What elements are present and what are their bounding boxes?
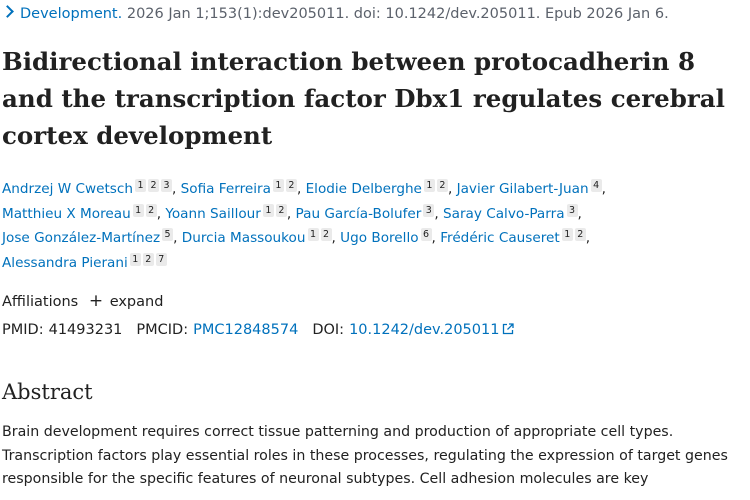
plus-icon: + — [88, 291, 104, 311]
pmid-value: 41493231 — [48, 322, 123, 338]
author-separator: , — [286, 205, 296, 222]
affiliation-number-badge[interactable]: 2 — [285, 179, 297, 192]
author-separator: , — [171, 181, 181, 197]
affiliation-number-badge[interactable]: 2 — [147, 179, 159, 192]
affiliation-number-badge[interactable]: 1 — [262, 203, 274, 217]
author-name-link[interactable]: Andrzej W Cwetsch — [2, 181, 133, 197]
affiliation-number-badge[interactable]: 1 — [132, 203, 144, 217]
affiliation-number-badge[interactable]: 7 — [155, 252, 167, 266]
author-name-link[interactable]: Ugo Borello — [340, 230, 419, 246]
affiliation-number-badge[interactable]: 5 — [162, 228, 174, 241]
author-entry: Pau García-Bolufer 3 — [295, 203, 435, 222]
author-entry: Jose González-Martínez 5 — [2, 228, 174, 246]
author-entry: Javier Gilabert-Juan 4 — [456, 179, 602, 197]
affiliation-number-badge[interactable]: 3 — [160, 179, 172, 192]
pmid-label: PMID: — [2, 322, 44, 338]
citation-line: Development. 2026 Jan 1;153(1):dev205011… — [1, 4, 669, 24]
author-name-link[interactable]: Jose González-Martínez — [2, 230, 161, 246]
doi-link[interactable]: 10.1242/dev.205011 — [349, 322, 500, 338]
author-entry: Matthieu X Moreau 1 2 — [2, 203, 157, 222]
title-line: and the transcription factor Dbx1 regula… — [2, 84, 725, 113]
affiliation-number-badge[interactable]: 2 — [320, 228, 332, 241]
author-entry: Frédéric Causeret 1 2 — [440, 228, 586, 246]
doi-label: DOI: — [312, 322, 345, 338]
author-separator: , — [577, 205, 582, 222]
author-name-link[interactable]: Durcia Massoukou — [181, 230, 306, 246]
external-link-icon[interactable] — [502, 321, 515, 341]
author-name-link[interactable]: Pau García-Bolufer — [295, 205, 422, 222]
author-name-link[interactable]: Sofia Ferreira — [180, 181, 271, 197]
author-entry: Sofia Ferreira 1 2 — [180, 179, 297, 197]
author-separator: , — [431, 230, 441, 246]
expand-affiliations-button[interactable]: + expand — [88, 291, 164, 311]
affiliation-number-badge[interactable]: 1 — [134, 179, 146, 192]
citation-details: 2026 Jan 1;153(1):dev205011. doi: 10.124… — [126, 6, 669, 22]
author-list: Andrzej W Cwetsch 1 2 3, Sofia Ferreira 1 2, … — [2, 177, 746, 275]
affiliation-number-badge[interactable]: 6 — [420, 228, 432, 241]
affiliation-number-badge[interactable]: 2 — [145, 203, 157, 217]
author-separator: , — [331, 230, 341, 246]
identifiers-row: PMID: 41493231 PMCID: PMC12848574 DOI: 10.124… — [2, 320, 515, 341]
abstract-line: Transcription factors play essential rol… — [2, 447, 728, 464]
author-separator: , — [296, 181, 306, 197]
chevron-right-icon[interactable] — [1, 5, 14, 18]
affiliation-number-badge[interactable]: 3 — [423, 203, 435, 217]
abstract-text: Brain development requires correct tissu… — [2, 421, 750, 492]
author-name-link[interactable]: Elodie Delberghe — [305, 181, 422, 197]
journal-link[interactable]: Development. — [20, 6, 123, 22]
author-name-link[interactable]: Javier Gilabert-Juan — [456, 181, 589, 197]
author-name-link[interactable]: Saray Calvo-Parra — [442, 205, 565, 222]
author-separator: , — [156, 205, 166, 222]
author-entry: Durcia Massoukou 1 2 — [181, 228, 332, 246]
author-separator: , — [434, 205, 443, 222]
article-title: Bidirectional interaction between protoc… — [2, 43, 742, 154]
abstract-heading: Abstract — [2, 380, 93, 404]
expand-label: expand — [109, 294, 164, 310]
title-line: cortex development — [2, 121, 273, 150]
author-entry: Yoann Saillour 1 2 — [165, 203, 287, 222]
pmcid-link[interactable]: PMC12848574 — [193, 322, 299, 338]
author-entry: Elodie Delberghe 1 2 — [305, 179, 448, 197]
author-name-link[interactable]: Alessandra Pierani — [2, 254, 128, 271]
affiliations-label: Affiliations — [2, 294, 79, 310]
abstract-line: responsible for the specific features of… — [2, 471, 649, 487]
affiliation-number-badge[interactable]: 1 — [423, 179, 435, 192]
author-separator: , — [447, 181, 457, 197]
author-entry: Saray Calvo-Parra 3 — [442, 203, 578, 222]
affiliation-number-badge[interactable]: 2 — [574, 228, 586, 241]
affiliations-row: Affiliations + expand — [2, 291, 163, 312]
author-entry: Alessandra Pierani 1 2 7 — [2, 252, 167, 271]
author-separator: , — [601, 181, 606, 197]
pmcid-label: PMCID: — [136, 322, 189, 338]
title-line: Bidirectional interaction between protoc… — [2, 47, 695, 76]
affiliation-number-badge[interactable]: 3 — [566, 203, 578, 217]
abstract-line: Brain development requires correct tissu… — [2, 424, 674, 440]
author-separator: , — [585, 230, 591, 246]
affiliation-number-badge[interactable]: 1 — [561, 228, 573, 241]
affiliation-number-badge[interactable]: 4 — [590, 179, 602, 192]
affiliation-number-badge[interactable]: 2 — [275, 203, 287, 217]
author-entry: Andrzej W Cwetsch 1 2 3 — [2, 179, 172, 197]
author-name-link[interactable]: Matthieu X Moreau — [2, 205, 131, 222]
author-entry: Ugo Borello 6 — [340, 228, 432, 246]
author-separator: , — [173, 230, 182, 246]
affiliation-number-badge[interactable]: 1 — [272, 179, 284, 192]
affiliation-number-badge[interactable]: 1 — [129, 252, 141, 266]
affiliation-number-badge[interactable]: 2 — [142, 252, 154, 266]
author-name-link[interactable]: Yoann Saillour — [165, 205, 261, 222]
affiliation-number-badge[interactable]: 2 — [436, 179, 448, 192]
affiliation-number-badge[interactable]: 1 — [307, 228, 319, 241]
author-name-link[interactable]: Frédéric Causeret — [440, 230, 560, 246]
